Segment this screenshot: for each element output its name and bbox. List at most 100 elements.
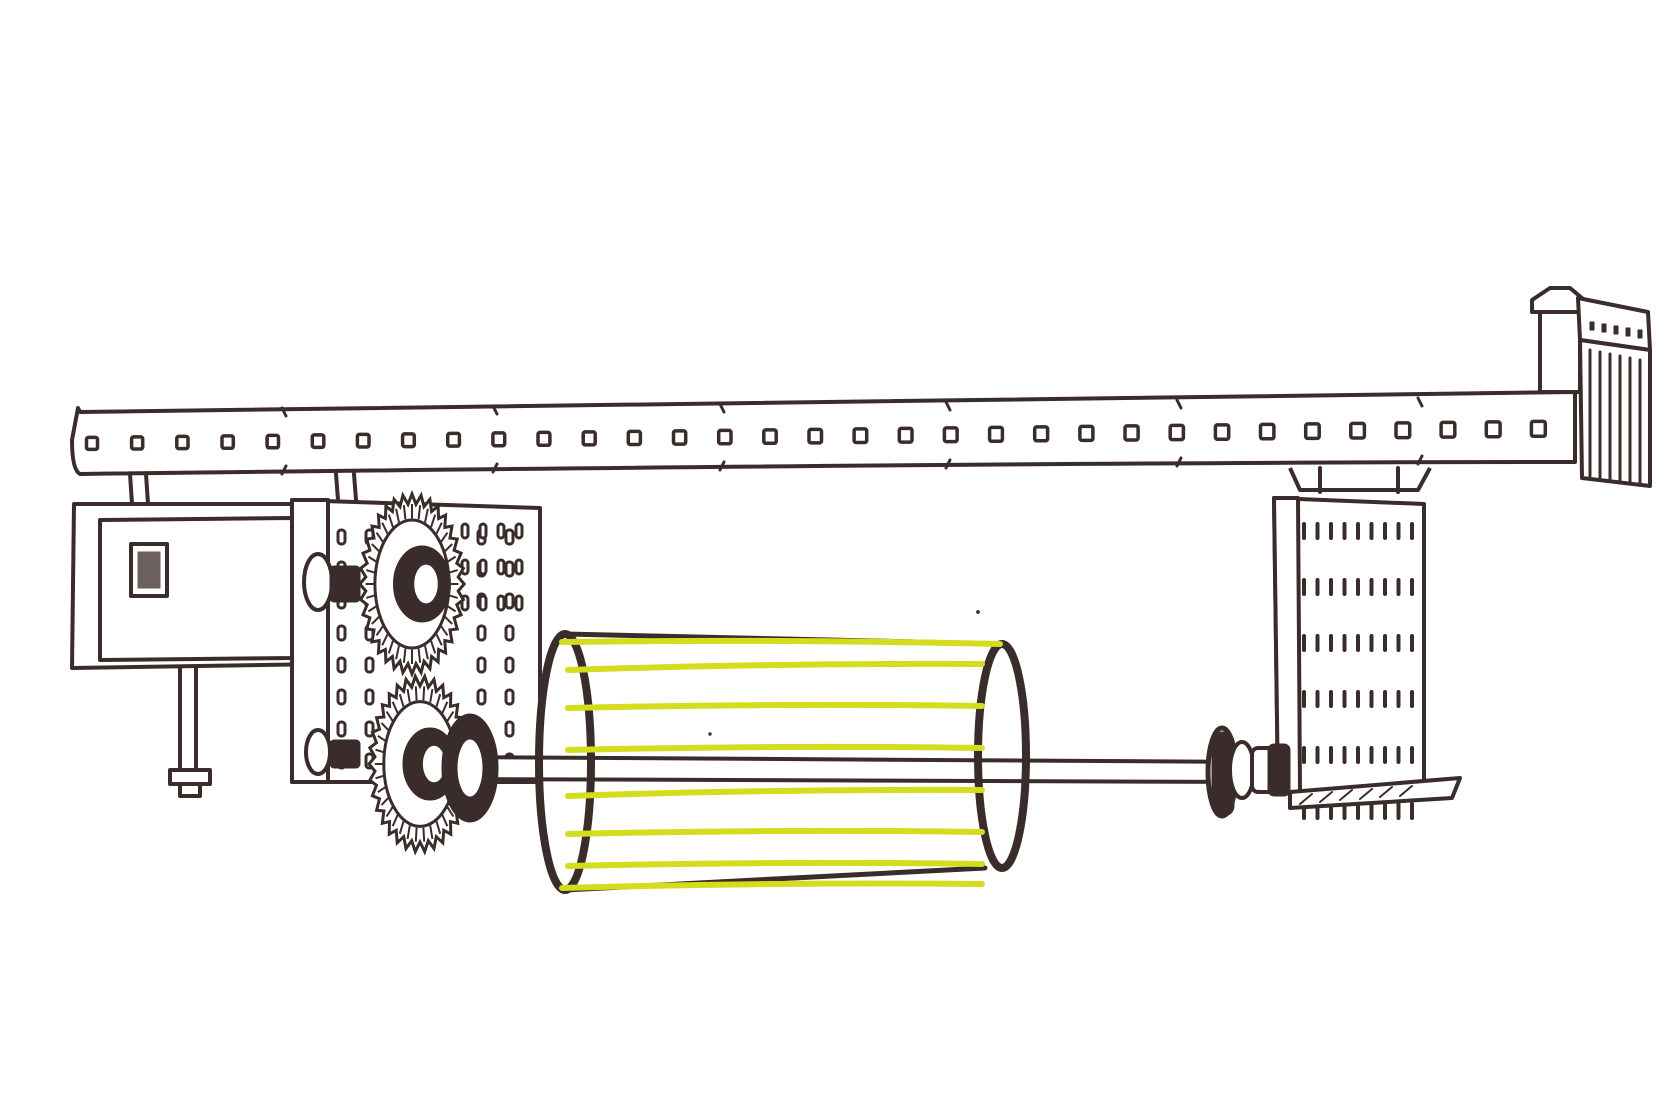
gear-tooth-line [414, 827, 418, 842]
gear-tooth-line [424, 645, 429, 660]
gear-tooth-line [387, 514, 394, 528]
roller-drum [441, 630, 1030, 894]
gear-tooth-line [435, 522, 443, 535]
beam-hole [1123, 424, 1140, 442]
beam-hole [1529, 419, 1548, 439]
perforated-beam [70, 390, 1577, 476]
gear-tooth-line [422, 686, 426, 701]
gear-tooth-line [406, 825, 411, 840]
plate-slot [1356, 802, 1360, 820]
gear-tooth-line [377, 734, 386, 742]
gear-tooth-line [447, 605, 457, 613]
beam-hole [1303, 422, 1321, 441]
plate-slot [1302, 746, 1306, 764]
plate-hole [496, 522, 506, 540]
gear-tooth-line [429, 825, 434, 840]
beam-hole [1349, 421, 1367, 440]
gear-tooth-line [417, 648, 422, 663]
plate-slot [1356, 578, 1360, 596]
plate-slot [1315, 690, 1320, 708]
beam-hole [445, 431, 462, 448]
plate-slot [1410, 802, 1414, 820]
plate-slot [1396, 522, 1401, 540]
plate-slot [1342, 578, 1347, 596]
plate-slot [1356, 690, 1360, 708]
gear-tooth-line [447, 555, 457, 563]
plate-slot [1329, 634, 1333, 652]
gear-tooth-line [367, 555, 377, 563]
beam-hole [581, 430, 597, 447]
gear-tooth-line [414, 686, 418, 701]
gear-tooth-line [435, 821, 442, 835]
roller-string [565, 701, 985, 711]
lower-spur-gear [367, 672, 473, 856]
plate-slot [1383, 802, 1387, 820]
gear-tooth-line [398, 693, 405, 707]
gear-tooth-line [444, 543, 453, 552]
gear-tooth-line [446, 806, 455, 818]
gear-tooth-line [435, 633, 443, 646]
beam-hole [491, 431, 507, 448]
beam-hole [1168, 423, 1186, 442]
gear-tooth-line [422, 827, 426, 842]
plate-hole [336, 688, 347, 706]
plate-hole [496, 558, 506, 576]
plate-hole [504, 656, 515, 674]
gear-tooth-line [449, 594, 458, 599]
plate-slot [1383, 634, 1387, 652]
gear-tooth-line [375, 774, 384, 780]
beam-hole [762, 428, 778, 446]
beam-hole [355, 432, 371, 449]
gear-tooth-line [444, 616, 453, 625]
beam-hole [1213, 423, 1231, 441]
plate-slot-grid [1302, 522, 1414, 820]
beam-hole [671, 429, 688, 446]
gear-tooth-line [440, 532, 449, 543]
plate-hole [478, 594, 488, 612]
gear-tooth-line [430, 514, 437, 528]
drive-axle [450, 755, 1258, 784]
plate-slot [1369, 746, 1374, 764]
plate-slot [1369, 578, 1374, 596]
plate-hole [504, 592, 515, 610]
plate-hole [476, 656, 487, 674]
gear-tooth-line [375, 625, 384, 636]
plate-hole [336, 624, 347, 642]
plate-slot [1369, 634, 1374, 652]
plate-hole [478, 558, 488, 576]
gear-tooth-line [449, 569, 458, 574]
gear-tooth-line [391, 701, 399, 714]
plate-slot [1396, 634, 1401, 652]
motor-housing [70, 472, 328, 798]
plate-slot [1369, 802, 1374, 820]
gear-tooth-line [429, 688, 434, 703]
plate-hole [364, 688, 375, 706]
beam-hole [84, 435, 100, 452]
beam-hole [1439, 420, 1457, 439]
plate-hole [336, 528, 347, 546]
plate-slot [1410, 522, 1414, 540]
gear-tooth-line [395, 645, 400, 660]
beam-hole [807, 427, 824, 445]
beam-hole-row [84, 419, 1548, 452]
gear-tooth-line [441, 701, 449, 714]
plate-slot [1356, 746, 1360, 764]
beam-hole [716, 428, 733, 446]
plate-slot [1410, 690, 1414, 708]
beam-hole [220, 434, 236, 450]
beam-hole [942, 426, 959, 444]
gear-tooth-line [441, 814, 449, 827]
plate-slot [1342, 690, 1347, 708]
beam-hole [129, 435, 145, 451]
plate-slot [1342, 746, 1347, 764]
beam-hole [175, 434, 190, 451]
gear-tooth-line [375, 748, 384, 754]
plate-slot [1410, 578, 1414, 596]
beam-hole [1032, 425, 1050, 443]
plate-hole [514, 594, 524, 612]
gear-tooth-line [371, 616, 380, 625]
plate-slot [1396, 746, 1401, 764]
plate-slot [1383, 578, 1387, 596]
plate-slot [1302, 578, 1306, 596]
plate-slot [1315, 578, 1320, 596]
